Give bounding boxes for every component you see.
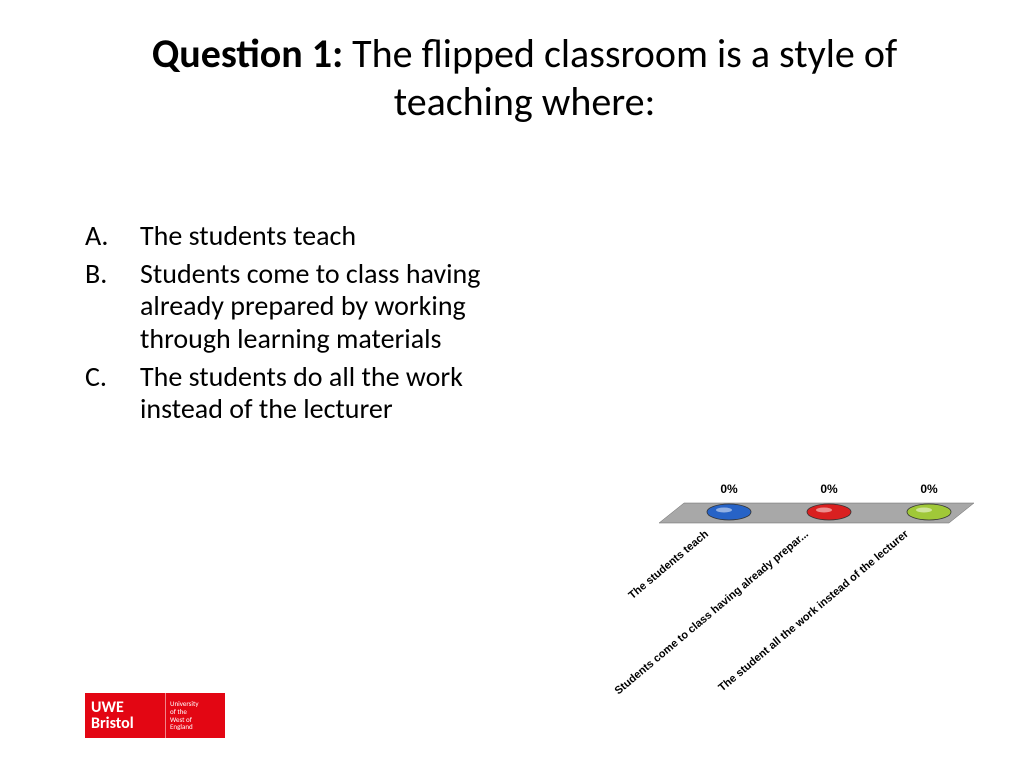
- option-text: The students teach: [140, 220, 485, 252]
- chart-svg: 0% The students teach 0% Students come to c…: [604, 468, 984, 718]
- svg-text:0%: 0%: [720, 482, 738, 496]
- slide-title: Question 1: The flipped classroom is a s…: [85, 30, 964, 126]
- svg-text:0%: 0%: [920, 482, 938, 496]
- uwe-bristol-logo: UWE Bristol University of the West of En…: [85, 693, 225, 738]
- option-a: A. The students teach: [85, 220, 485, 252]
- svg-text:0%: 0%: [820, 482, 838, 496]
- response-chart: 0% The students teach 0% Students come to c…: [604, 468, 984, 718]
- option-text: Students come to class having already pr…: [140, 258, 485, 355]
- option-b: B. Students come to class having already…: [85, 258, 485, 355]
- svg-text:Students come to class having: Students come to class having already pr…: [613, 528, 811, 697]
- logo-line2: Bristol: [91, 716, 165, 732]
- option-letter: C.: [85, 361, 140, 425]
- logo-subtitle: University of the West of England: [165, 693, 225, 738]
- logo-main: UWE Bristol: [85, 693, 165, 738]
- title-rest: The flipped classroom is a style of teac…: [343, 29, 897, 126]
- option-letter: A.: [85, 220, 140, 252]
- option-letter: B.: [85, 258, 140, 355]
- option-text: The students do all the work instead of …: [140, 361, 485, 425]
- svg-text:The students teach: The students teach: [626, 528, 711, 602]
- title-prefix: Question 1:: [152, 29, 343, 78]
- option-c: C. The students do all the work instead …: [85, 361, 485, 425]
- svg-text:The student all the work inste: The student all the work instead of the …: [716, 528, 911, 694]
- answer-options: A. The students teach B. Students come t…: [85, 220, 485, 431]
